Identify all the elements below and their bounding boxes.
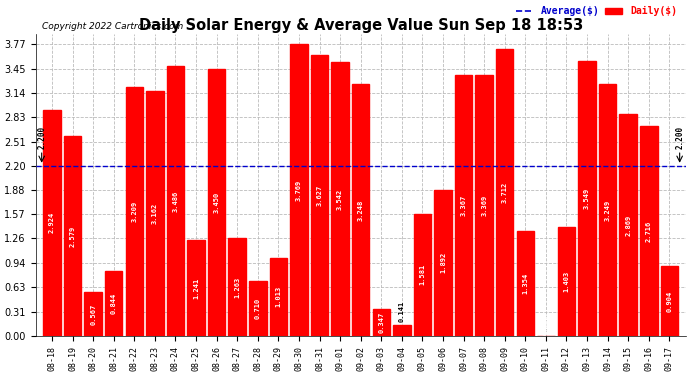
- Text: 0.141: 0.141: [399, 301, 405, 322]
- Text: 1.354: 1.354: [522, 273, 529, 294]
- Text: 2.200: 2.200: [675, 126, 684, 148]
- Text: 3.209: 3.209: [131, 201, 137, 222]
- Text: 1.013: 1.013: [275, 286, 282, 308]
- Text: 0.844: 0.844: [110, 293, 117, 314]
- Text: 2.579: 2.579: [70, 226, 76, 247]
- Bar: [352, 84, 369, 336]
- Bar: [414, 214, 431, 336]
- Text: Copyright 2022 Cartronics.com: Copyright 2022 Cartronics.com: [42, 22, 184, 31]
- Text: 3.248: 3.248: [357, 200, 364, 221]
- Text: 3.542: 3.542: [337, 188, 343, 210]
- Bar: [290, 44, 308, 336]
- Bar: [105, 271, 122, 336]
- Text: 3.450: 3.450: [214, 192, 219, 213]
- Bar: [620, 114, 637, 336]
- Bar: [84, 292, 102, 336]
- Text: 1.403: 1.403: [564, 271, 569, 292]
- Text: 3.249: 3.249: [604, 200, 611, 221]
- Text: 3.486: 3.486: [172, 190, 179, 212]
- Bar: [63, 136, 81, 336]
- Bar: [331, 62, 349, 336]
- Bar: [310, 55, 328, 336]
- Bar: [187, 240, 205, 336]
- Text: 0.000: 0.000: [543, 313, 549, 334]
- Bar: [373, 309, 390, 336]
- Bar: [146, 91, 164, 336]
- Text: 2.200: 2.200: [37, 126, 46, 148]
- Text: 3.769: 3.769: [296, 180, 302, 201]
- Text: 0.347: 0.347: [378, 312, 384, 333]
- Text: 1.263: 1.263: [234, 276, 240, 298]
- Bar: [270, 258, 287, 336]
- Text: 0.904: 0.904: [667, 291, 672, 312]
- Bar: [640, 126, 658, 336]
- Text: 3.627: 3.627: [317, 185, 322, 206]
- Title: Daily Solar Energy & Average Value Sun Sep 18 18:53: Daily Solar Energy & Average Value Sun S…: [139, 18, 583, 33]
- Text: 1.892: 1.892: [440, 252, 446, 273]
- Bar: [393, 325, 411, 336]
- Text: 1.241: 1.241: [193, 278, 199, 298]
- Bar: [249, 281, 266, 336]
- Text: 2.869: 2.869: [625, 214, 631, 236]
- Bar: [475, 75, 493, 336]
- Text: 1.581: 1.581: [420, 264, 426, 285]
- Bar: [599, 84, 616, 336]
- Bar: [496, 48, 513, 336]
- Text: 3.162: 3.162: [152, 203, 158, 224]
- Legend: Average($), Daily($): Average($), Daily($): [512, 3, 681, 20]
- Text: 2.716: 2.716: [646, 220, 652, 242]
- Bar: [558, 227, 575, 336]
- Bar: [517, 231, 534, 336]
- Bar: [660, 266, 678, 336]
- Bar: [578, 61, 595, 336]
- Bar: [208, 69, 226, 336]
- Text: 3.712: 3.712: [502, 182, 508, 203]
- Text: 3.367: 3.367: [460, 195, 466, 216]
- Bar: [43, 110, 61, 336]
- Bar: [167, 66, 184, 336]
- Text: 2.924: 2.924: [49, 212, 55, 234]
- Bar: [455, 75, 473, 336]
- Bar: [434, 189, 452, 336]
- Text: 0.710: 0.710: [255, 298, 261, 319]
- Text: 3.369: 3.369: [481, 195, 487, 216]
- Bar: [228, 238, 246, 336]
- Bar: [126, 87, 143, 336]
- Text: 3.549: 3.549: [584, 188, 590, 209]
- Text: 0.567: 0.567: [90, 303, 96, 325]
